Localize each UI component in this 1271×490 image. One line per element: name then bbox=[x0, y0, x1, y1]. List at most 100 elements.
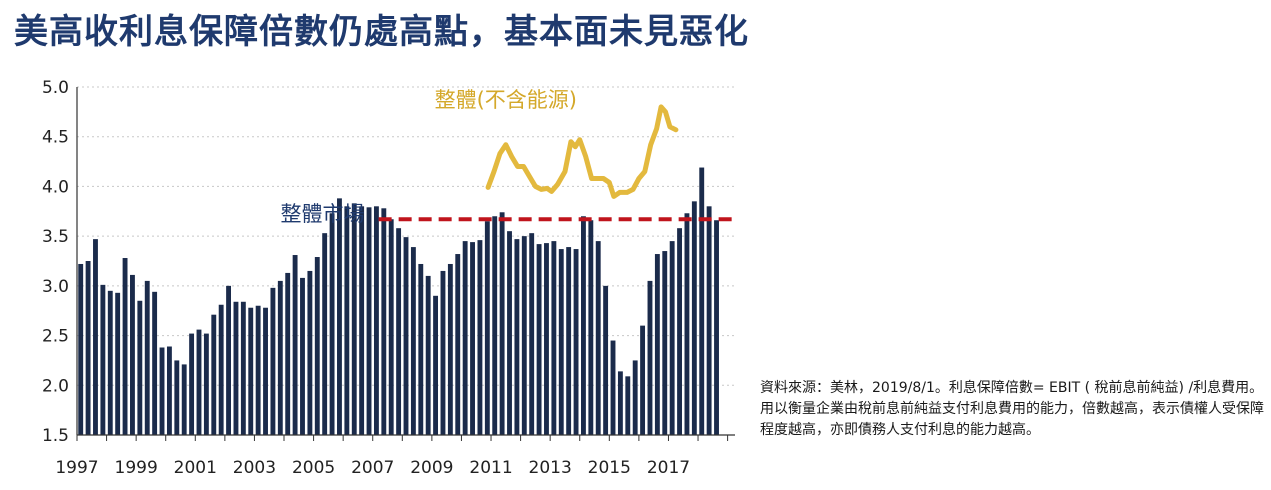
bar bbox=[470, 242, 475, 435]
bar bbox=[277, 280, 283, 435]
interest-coverage-chart: 1.5 2.0 2.5 3.0 3.5 4.0 4.5 5.0 1997 1999 2001 2003… bbox=[42, 78, 735, 478]
x-tick-label: 2007 bbox=[351, 458, 394, 478]
bar bbox=[447, 263, 453, 435]
bar bbox=[566, 247, 572, 435]
bar bbox=[477, 240, 483, 435]
bar bbox=[403, 237, 409, 435]
y-tick-label: 4.0 bbox=[42, 177, 69, 197]
tick-labels: 1.5 2.0 2.5 3.0 3.5 4.0 4.5 5.0 1997 1999 2001 2003… bbox=[42, 78, 690, 478]
bar bbox=[337, 198, 342, 435]
bar bbox=[351, 203, 357, 435]
bar bbox=[255, 305, 261, 435]
bar bbox=[544, 243, 549, 435]
x-tick-label: 2013 bbox=[529, 458, 572, 478]
page-title: 美高收利息保障倍數仍處高點，基本面未見惡化 bbox=[14, 12, 749, 52]
bar bbox=[233, 301, 239, 435]
bar bbox=[595, 241, 601, 435]
x-tick-label: 1999 bbox=[115, 458, 158, 478]
bar bbox=[322, 233, 328, 435]
bar bbox=[93, 239, 98, 435]
bar bbox=[196, 329, 202, 435]
source-note: 資料來源：美林，2019/8/1。利息保障倍數= EBIT ( 稅前息前純益) … bbox=[760, 380, 1264, 438]
bar bbox=[85, 261, 91, 435]
axes bbox=[76, 87, 735, 441]
bar bbox=[684, 213, 690, 435]
bar bbox=[263, 307, 268, 435]
bar bbox=[588, 220, 594, 435]
bar bbox=[137, 300, 143, 435]
bar bbox=[189, 333, 195, 435]
bar bbox=[662, 251, 668, 435]
y-tick-label: 2.5 bbox=[42, 327, 69, 347]
x-tick-label: 2017 bbox=[647, 458, 690, 478]
y-tick-label: 2.0 bbox=[42, 376, 69, 396]
bar bbox=[581, 216, 586, 435]
bar bbox=[654, 254, 660, 435]
bar bbox=[617, 371, 623, 435]
bar bbox=[507, 231, 512, 435]
bar bbox=[625, 376, 631, 435]
bar bbox=[677, 228, 682, 435]
y-tick-label: 3.0 bbox=[42, 277, 69, 297]
bar bbox=[558, 249, 564, 435]
bar bbox=[285, 272, 291, 435]
bar bbox=[159, 347, 165, 435]
bar bbox=[381, 208, 387, 435]
x-tick-label: 2001 bbox=[174, 458, 217, 478]
y-tick-label: 4.5 bbox=[42, 128, 69, 148]
x-tick-label: 2009 bbox=[410, 458, 453, 478]
bar bbox=[211, 314, 217, 435]
bar bbox=[440, 270, 446, 435]
bar bbox=[669, 241, 675, 435]
bar bbox=[640, 325, 646, 435]
bar bbox=[359, 206, 365, 435]
bar bbox=[344, 206, 350, 435]
bar bbox=[388, 219, 394, 435]
bar bbox=[307, 270, 313, 435]
bar bbox=[603, 285, 609, 435]
bar bbox=[455, 254, 461, 435]
bar bbox=[166, 346, 172, 435]
bar bbox=[218, 304, 224, 435]
bar bbox=[107, 290, 113, 435]
bar bbox=[203, 333, 209, 435]
x-tick-label: 2015 bbox=[588, 458, 631, 478]
bar bbox=[706, 206, 712, 435]
bar bbox=[484, 221, 490, 435]
annotation-overall-market: 整體市場 bbox=[280, 202, 364, 226]
bar bbox=[314, 257, 320, 435]
x-tick-label: 1997 bbox=[55, 458, 98, 478]
bar bbox=[373, 206, 379, 435]
bar bbox=[529, 233, 535, 435]
bar bbox=[433, 295, 439, 435]
bar bbox=[521, 236, 527, 435]
bar bbox=[573, 249, 579, 435]
series-line bbox=[485, 104, 679, 199]
x-tick-label: 2005 bbox=[292, 458, 335, 478]
bar bbox=[410, 247, 416, 435]
bar bbox=[610, 340, 616, 435]
bar bbox=[418, 263, 424, 435]
bar bbox=[130, 274, 135, 435]
bar bbox=[122, 258, 128, 435]
bar bbox=[632, 360, 638, 435]
bar bbox=[462, 241, 468, 435]
bar bbox=[366, 207, 372, 435]
bar bbox=[174, 360, 180, 435]
bar bbox=[100, 284, 106, 435]
bar bbox=[396, 228, 402, 435]
bar bbox=[714, 220, 719, 435]
x-tick-label: 2011 bbox=[469, 458, 512, 478]
bar bbox=[78, 263, 84, 435]
bar bbox=[514, 239, 520, 435]
bar bbox=[270, 287, 276, 435]
bar bbox=[226, 285, 231, 435]
bar bbox=[691, 201, 697, 435]
bar bbox=[292, 255, 298, 435]
bar bbox=[300, 277, 305, 435]
y-tick-label: 3.5 bbox=[42, 227, 69, 247]
bar bbox=[248, 307, 254, 435]
bar bbox=[699, 167, 705, 436]
bar bbox=[499, 212, 505, 435]
bar bbox=[115, 292, 121, 435]
